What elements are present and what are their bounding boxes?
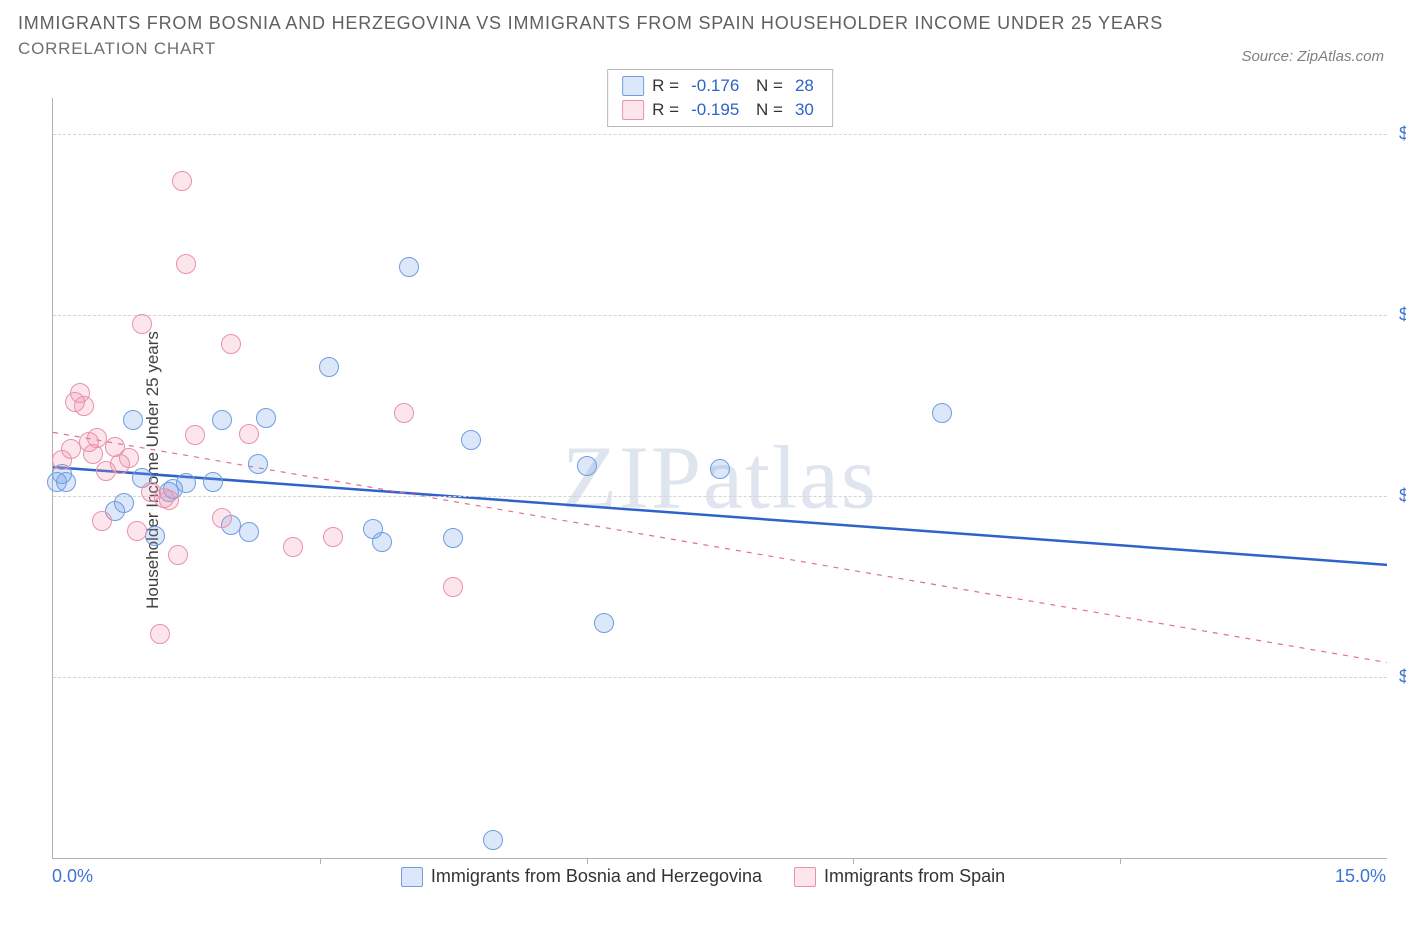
point-spain	[168, 545, 188, 565]
point-bosnia	[319, 357, 339, 377]
swatch-icon	[794, 867, 816, 887]
point-bosnia	[203, 472, 223, 492]
y-tick-label: $75,000	[1389, 305, 1406, 326]
y-tick-label: $25,000	[1389, 667, 1406, 688]
point-bosnia	[256, 408, 276, 428]
point-spain	[127, 521, 147, 541]
point-bosnia	[577, 456, 597, 476]
y-tick-label: $50,000	[1389, 486, 1406, 507]
series-legend: Immigrants from Bosnia and Herzegovina Im…	[0, 866, 1406, 892]
swatch-icon	[622, 76, 644, 96]
legend-item-bosnia: Immigrants from Bosnia and Herzegovina	[401, 866, 762, 887]
point-bosnia	[114, 493, 134, 513]
trend-line-bosnia	[53, 467, 1387, 565]
point-bosnia	[594, 613, 614, 633]
legend-item-spain: Immigrants from Spain	[794, 866, 1005, 887]
point-spain	[92, 511, 112, 531]
chart-title: Immigrants from Bosnia and Herzegovina v…	[18, 8, 1388, 39]
point-bosnia	[399, 257, 419, 277]
gridline-h	[53, 677, 1387, 678]
point-spain	[74, 396, 94, 416]
point-spain	[443, 577, 463, 597]
point-bosnia	[212, 410, 232, 430]
point-bosnia	[461, 430, 481, 450]
point-spain	[185, 425, 205, 445]
point-spain	[176, 254, 196, 274]
point-bosnia	[483, 830, 503, 850]
scatter-chart: ZIPatlas R =-0.176 N =28R =-0.195 N =30 …	[52, 98, 1387, 859]
point-spain	[132, 314, 152, 334]
point-bosnia	[932, 403, 952, 423]
point-bosnia	[443, 528, 463, 548]
y-tick-label: $100,000	[1389, 124, 1406, 145]
gridline-h	[53, 315, 1387, 316]
point-spain	[394, 403, 414, 423]
point-bosnia	[145, 526, 165, 546]
point-spain	[221, 334, 241, 354]
point-bosnia	[248, 454, 268, 474]
x-tick	[1120, 858, 1121, 864]
point-spain	[323, 527, 343, 547]
x-tick	[587, 858, 588, 864]
point-spain	[283, 537, 303, 557]
chart-subtitle: Correlation Chart	[18, 39, 1388, 59]
x-tick	[320, 858, 321, 864]
point-spain	[172, 171, 192, 191]
point-bosnia	[56, 472, 76, 492]
point-spain	[239, 424, 259, 444]
source-attribution: Source: ZipAtlas.com	[1241, 48, 1384, 65]
gridline-h	[53, 134, 1387, 135]
corr-row-bosnia: R =-0.176 N =28	[608, 74, 832, 98]
point-spain	[150, 624, 170, 644]
point-bosnia	[239, 522, 259, 542]
point-spain	[119, 448, 139, 468]
point-bosnia	[176, 473, 196, 493]
x-tick	[853, 858, 854, 864]
point-bosnia	[372, 532, 392, 552]
point-bosnia	[710, 459, 730, 479]
gridline-h	[53, 496, 1387, 497]
point-spain	[212, 508, 232, 528]
swatch-icon	[401, 867, 423, 887]
point-spain	[159, 490, 179, 510]
point-bosnia	[123, 410, 143, 430]
